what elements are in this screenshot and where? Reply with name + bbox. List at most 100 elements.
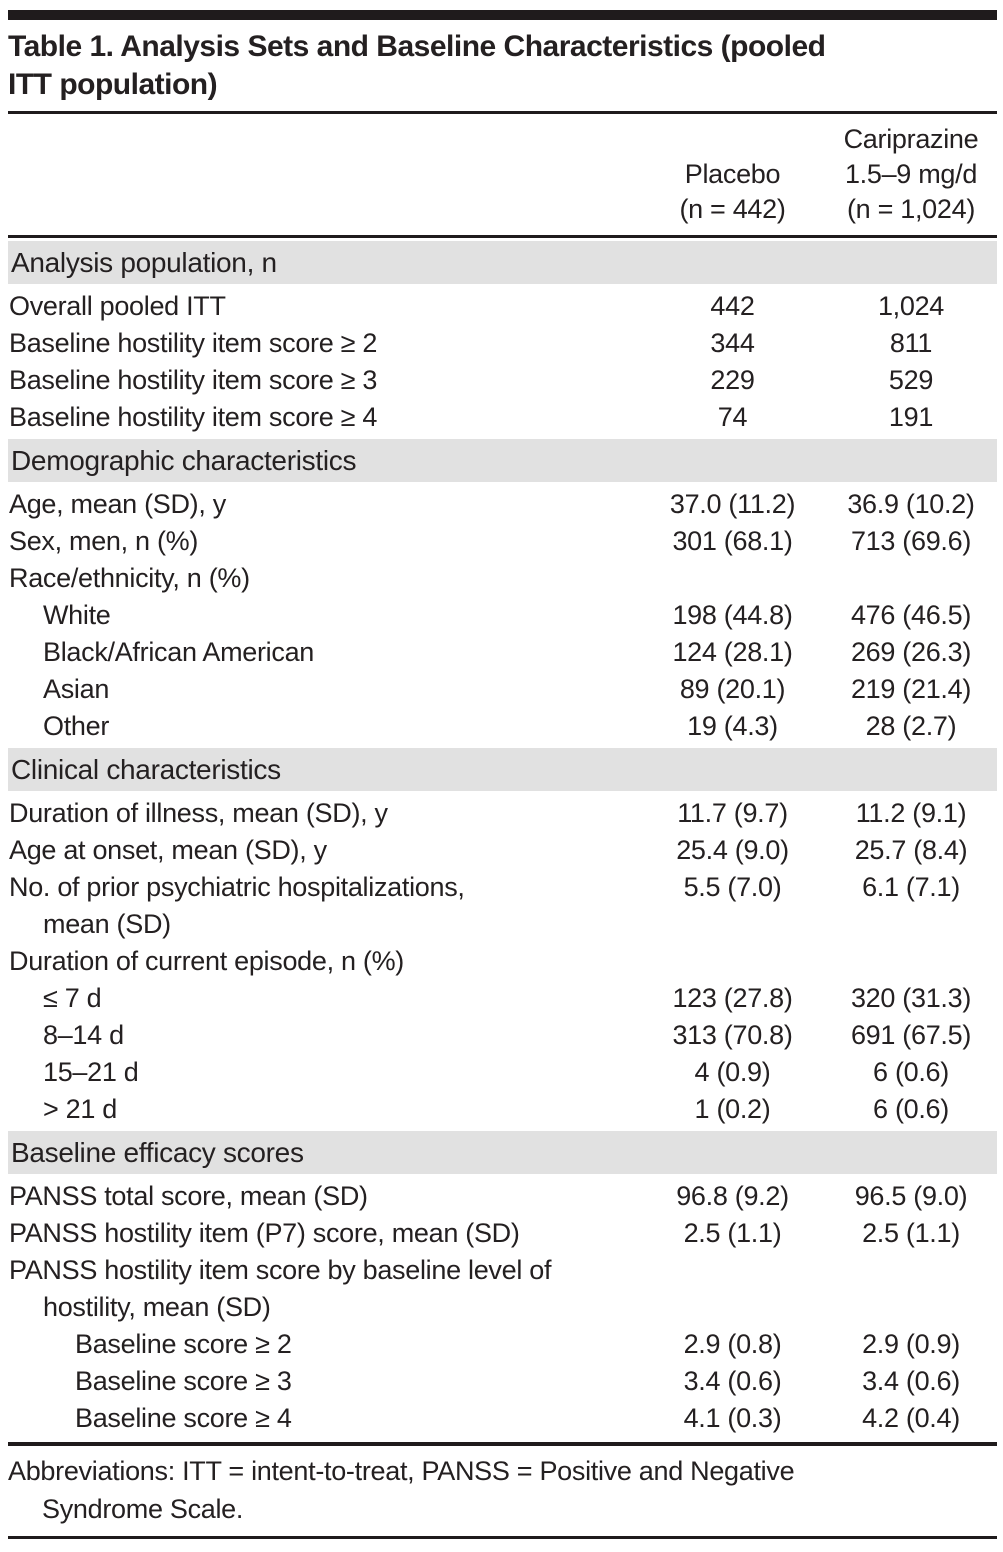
table-bottom-rule: [8, 1536, 997, 1539]
title-divider: [8, 111, 997, 114]
value-placebo: 442: [710, 291, 755, 321]
value-cariprazine: 4.2 (0.4): [862, 1403, 960, 1433]
column-header-placebo-line-0: Placebo: [684, 159, 781, 189]
row-label: Sex, men, n (%): [9, 526, 199, 556]
row-label: ≤ 7 d: [43, 983, 102, 1013]
value-placebo: 74: [717, 402, 748, 432]
section-header: Clinical characteristics: [8, 748, 997, 791]
table-row: Baseline score ≥ 4 4.1 (0.3) 4.2 (0.4): [8, 1400, 997, 1437]
value-cariprazine: 6 (0.6): [873, 1057, 949, 1087]
table-row: Other 19 (4.3) 28 (2.7): [8, 708, 997, 745]
table-row: Duration of current episode, n (%): [8, 943, 997, 980]
value-placebo: 124 (28.1): [672, 637, 793, 667]
row-label: Baseline score ≥ 3: [75, 1366, 292, 1396]
row-label-continued: hostility, mean (SD): [43, 1292, 271, 1322]
value-placebo: 11.7 (9.7): [677, 798, 788, 828]
table-row: > 21 d 1 (0.2) 6 (0.6): [8, 1091, 997, 1128]
column-header-cariprazine: Cariprazine 1.5–9 mg/d (n = 1,024): [825, 122, 997, 227]
footer-divider: [8, 1442, 997, 1446]
value-cariprazine: 691 (67.5): [850, 1020, 972, 1050]
row-label: Age, mean (SD), y: [9, 489, 226, 519]
column-header-cariprazine-line-2: (n = 1,024): [846, 194, 976, 224]
value-cariprazine: 11.2 (9.1): [855, 798, 967, 828]
row-label: Asian: [43, 674, 110, 704]
value-placebo: 2.5 (1.1): [683, 1218, 782, 1248]
section-rows: Duration of illness, mean (SD), y 11.7 (9…: [8, 795, 997, 1128]
row-label: White: [43, 600, 111, 630]
table-row: Age at onset, mean (SD), y 25.4 (9.0) 25.7…: [8, 832, 997, 869]
value-placebo: 19 (4.3): [687, 711, 778, 741]
table-row: Asian 89 (20.1) 219 (21.4): [8, 671, 997, 708]
value-cariprazine: 191: [888, 402, 934, 432]
value-placebo: 3.4 (0.6): [683, 1366, 782, 1396]
table-row: Black/African American 124 (28.1) 269 (26.…: [8, 634, 997, 671]
section-rows: Overall pooled ITT 442 1,024 Baseline hosti…: [8, 288, 997, 436]
section-header: Baseline efficacy scores: [8, 1131, 997, 1174]
section-rows: Age, mean (SD), y 37.0 (11.2) 36.9 (10.2) S…: [8, 486, 997, 745]
value-placebo: 1 (0.2): [694, 1094, 771, 1124]
section-rows: PANSS total score, mean (SD) 96.8 (9.2) 96…: [8, 1178, 997, 1437]
table-title-line1: Table 1. Analysis Sets and Baseline Char…: [8, 30, 826, 63]
row-label: No. of prior psychiatric hospitalization…: [8, 869, 640, 943]
table-top-bar: [8, 10, 997, 20]
row-label: Baseline hostility item score ≥ 4: [9, 402, 378, 432]
abbreviations-line1: Abbreviations: ITT = intent-to-treat, PA…: [8, 1456, 795, 1486]
row-label: PANSS hostility item (P7) score, mean (S…: [9, 1218, 520, 1248]
row-label: PANSS total score, mean (SD): [9, 1181, 368, 1211]
table-row: PANSS total score, mean (SD) 96.8 (9.2) 96…: [8, 1178, 997, 1215]
value-cariprazine: 529: [888, 365, 934, 395]
row-label: Baseline score ≥ 2: [75, 1329, 292, 1359]
value-cariprazine: 6.1 (7.1): [862, 872, 960, 902]
value-placebo: 2.9 (0.8): [683, 1329, 782, 1359]
value-cariprazine: 713 (69.6): [850, 526, 972, 556]
section-header: Analysis population, n: [8, 241, 997, 284]
row-label: 8–14 d: [43, 1020, 124, 1050]
value-cariprazine: 6 (0.6): [873, 1094, 949, 1124]
table-row: Baseline hostility item score ≥ 4 74 191: [8, 399, 997, 436]
table-title-line2: ITT population): [8, 68, 218, 101]
value-placebo: 313 (70.8): [672, 1020, 793, 1050]
row-label: Duration of current episode, n (%): [9, 946, 404, 976]
value-cariprazine: 219 (21.4): [850, 674, 972, 704]
row-label: Baseline hostility item score ≥ 2: [9, 328, 378, 358]
column-headers: Placebo (n = 442) Cariprazine 1.5–9 mg/d (n…: [8, 114, 997, 235]
value-placebo: 198 (44.8): [672, 600, 793, 630]
table-row: White 198 (44.8) 476 (46.5): [8, 597, 997, 634]
row-label: Overall pooled ITT: [9, 291, 226, 321]
table-row: Overall pooled ITT 442 1,024: [8, 288, 997, 325]
value-cariprazine: 96.5 (9.0): [854, 1181, 968, 1211]
value-placebo: 4.1 (0.3): [683, 1403, 782, 1433]
table-title: Table 1. Analysis Sets and Baseline Char…: [8, 28, 997, 104]
value-placebo: 89 (20.1): [679, 674, 786, 704]
row-label: Duration of illness, mean (SD), y: [9, 798, 388, 828]
value-cariprazine: 320 (31.3): [850, 983, 972, 1013]
table-row: PANSS hostility item (P7) score, mean (S…: [8, 1215, 997, 1252]
value-placebo: 229: [710, 365, 755, 395]
row-label: Baseline score ≥ 4: [75, 1403, 292, 1433]
value-cariprazine: 2.9 (0.9): [862, 1329, 960, 1359]
column-header-cariprazine-line-1: 1.5–9 mg/d: [844, 159, 978, 189]
row-label: 15–21 d: [43, 1057, 139, 1087]
table-row: ≤ 7 d 123 (27.8) 320 (31.3): [8, 980, 997, 1017]
table-row: Sex, men, n (%) 301 (68.1) 713 (69.6): [8, 523, 997, 560]
table-row: Age, mean (SD), y 37.0 (11.2) 36.9 (10.2): [8, 486, 997, 523]
table-row: 8–14 d 313 (70.8) 691 (67.5): [8, 1017, 997, 1054]
row-label: Other: [43, 711, 110, 741]
value-placebo: 5.5 (7.0): [683, 872, 782, 902]
table-row: Baseline hostility item score ≥ 3 229 529: [8, 362, 997, 399]
value-cariprazine: 2.5 (1.1): [862, 1218, 960, 1248]
value-cariprazine: 3.4 (0.6): [862, 1366, 960, 1396]
column-header-placebo: Placebo (n = 442): [640, 157, 825, 227]
table-row: 15–21 d 4 (0.9) 6 (0.6): [8, 1054, 997, 1091]
value-placebo: 4 (0.9): [694, 1057, 771, 1087]
value-cariprazine: 1,024: [877, 291, 945, 321]
column-header-cariprazine-line-0: Cariprazine: [843, 124, 979, 154]
value-placebo: 123 (27.8): [672, 983, 793, 1013]
row-label: Age at onset, mean (SD), y: [9, 835, 327, 865]
row-label: > 21 d: [43, 1094, 118, 1124]
value-cariprazine: 28 (2.7): [865, 711, 957, 741]
table-row: Duration of illness, mean (SD), y 11.7 (9…: [8, 795, 997, 832]
value-cariprazine: 269 (26.3): [850, 637, 972, 667]
table-row: No. of prior psychiatric hospitalization…: [8, 869, 997, 943]
table-row: Baseline score ≥ 2 2.9 (0.8) 2.9 (0.9): [8, 1326, 997, 1363]
